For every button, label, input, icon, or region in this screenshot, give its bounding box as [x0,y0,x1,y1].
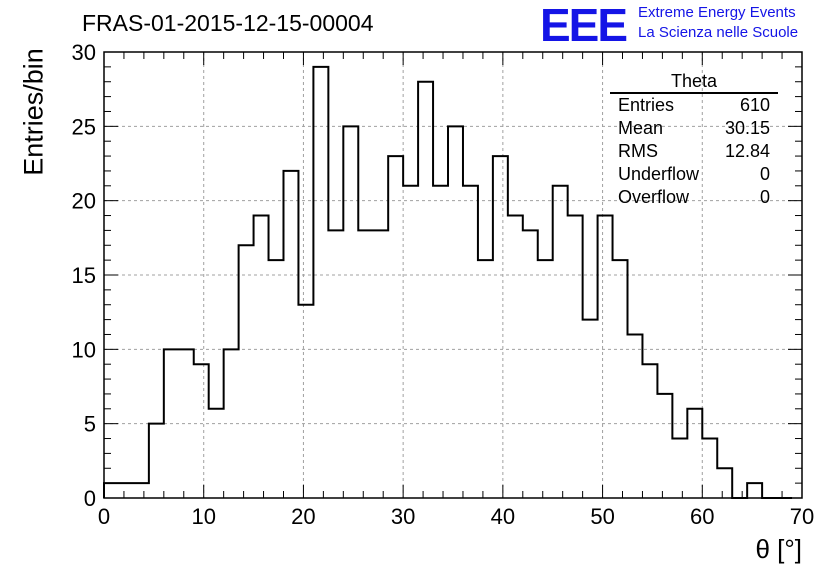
histogram-bin [523,230,538,498]
histogram-bin [269,260,284,498]
histogram-bin [313,67,328,498]
histogram-bin [553,186,568,498]
x-tick-label: 60 [690,504,714,529]
x-tick-label: 40 [491,504,515,529]
stats-row-underflow: Underflow 0 [610,163,778,186]
histogram-bin [388,156,403,498]
histogram-bin [224,349,239,498]
histogram-bin [164,349,179,498]
histogram-bin [687,409,702,498]
stats-label: RMS [618,141,658,161]
histogram-bin [283,171,298,498]
histogram-bin [254,216,269,498]
stats-value: 0 [759,187,770,207]
histogram-bin [508,216,523,498]
histogram-bin [583,320,598,498]
x-tick-label: 10 [191,504,215,529]
histogram-bin [568,216,583,498]
histogram-bin [702,439,717,498]
x-axis-label: θ [°] [755,534,802,564]
histogram-bin [373,230,388,498]
histogram-bin [493,156,508,498]
histogram-bin [343,126,358,498]
histogram-bin [433,186,448,498]
eee-logo: EEE [540,0,628,51]
stats-value: 12.84 [724,141,770,161]
histogram-bin [179,349,194,498]
stats-row-overflow: Overflow 0 [610,186,778,209]
histogram-bin [104,483,119,498]
histogram-bin [194,364,209,498]
histogram-bin [478,260,493,498]
stats-box: Theta Entries 610 Mean 30.15 RMS 12.84 U… [610,70,778,209]
histogram-bin [747,483,762,498]
x-tick-label: 70 [790,504,814,529]
y-tick-label: 0 [84,486,96,511]
grid [104,52,802,498]
y-tick-label: 5 [84,412,96,437]
stats-row-entries: Entries 610 [610,94,778,117]
histogram-bin [358,230,373,498]
histogram-bin [538,260,553,498]
histogram-bin [403,186,418,498]
histogram-bars [103,65,793,499]
y-tick-label: 15 [72,263,96,288]
histogram-bin [598,216,613,498]
stats-row-mean: Mean 30.15 [610,117,778,140]
stats-title: Theta [610,70,778,94]
stats-row-rms: RMS 12.84 [610,140,778,163]
x-tick-label: 30 [391,504,415,529]
axis-ticks [103,51,803,499]
histogram-bin [448,126,463,498]
stats-value: 30.15 [724,118,770,138]
stats-label: Mean [618,118,664,138]
histogram-bin [613,260,628,498]
histogram-bin [418,82,433,498]
histogram-bin [657,394,672,498]
x-tick-label: 50 [590,504,614,529]
stats-label: Underflow [618,164,700,184]
stats-label: Overflow [618,187,690,207]
y-tick-label: 10 [72,337,96,362]
histogram-bin [209,409,224,498]
x-tick-label: 0 [98,504,110,529]
histogram-bin [642,364,657,498]
stats-value: 0 [759,164,770,184]
y-axis-label: Entries/bin [18,48,49,176]
y-tick-label: 20 [72,189,96,214]
histogram-bin [298,305,313,498]
histogram-bin [328,230,343,498]
logo-line-2: La Scienza nelle Scuole [638,24,799,41]
stats-label: Entries [618,95,675,115]
histogram-bin [134,483,149,498]
histogram-bin [628,334,643,498]
histogram-bin [239,245,254,498]
chart-title: FRAS-01-2015-12-15-00004 [82,10,374,36]
histogram-bin [463,186,478,498]
y-tick-label: 25 [72,114,96,139]
histogram-bin [149,424,164,498]
stats-value: 610 [739,95,770,115]
histogram-bin [672,439,687,498]
y-tick-label: 30 [72,40,96,65]
tick-labels: 0 10 20 30 40 50 60 70 0 5 10 15 20 25 30 [72,40,815,529]
histogram-bin [717,468,732,498]
logo-line-1: Extreme Energy Events [638,4,796,21]
histogram-outline [103,65,793,499]
x-tick-label: 20 [291,504,315,529]
histogram-bin [119,483,134,498]
